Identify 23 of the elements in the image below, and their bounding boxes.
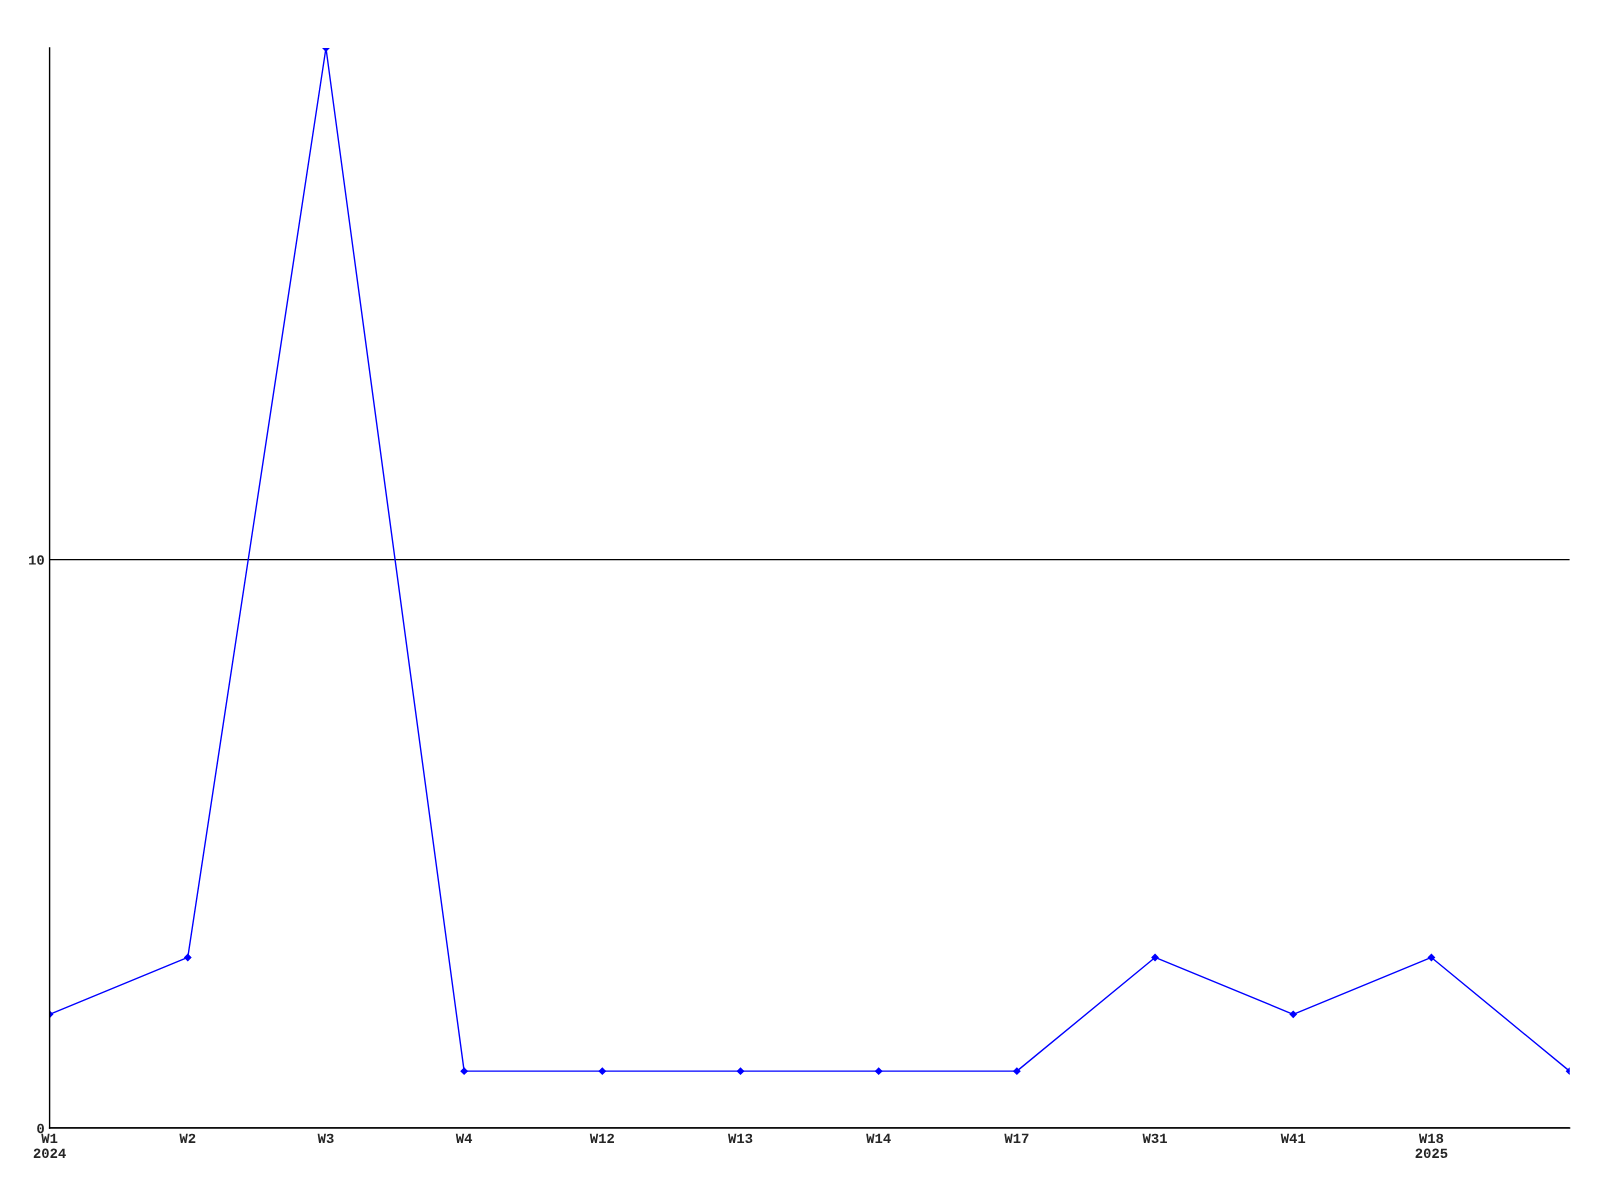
point <box>875 1067 883 1075</box>
x-tick-label: W12 <box>589 1133 615 1143</box>
x-tick-label: W18 2025 <box>1415 1133 1448 1159</box>
x-tick-label: W41 <box>1280 1133 1306 1143</box>
line-series <box>49 48 1570 1075</box>
y-tick-label: 10 <box>29 555 44 565</box>
x-tick-label: W3 <box>317 1133 334 1144</box>
x-tick-label: W14 <box>866 1133 891 1143</box>
point <box>1013 1067 1021 1075</box>
x-tick-label: W17 <box>1004 1133 1029 1143</box>
x-tick-label: W1 2024 <box>33 1133 66 1159</box>
point <box>1427 953 1436 962</box>
point <box>1151 953 1159 962</box>
x-tick-label: W31 <box>1142 1133 1167 1144</box>
point <box>184 953 192 962</box>
x-tick-label: W13 <box>728 1133 753 1144</box>
y-tick-label: 0 <box>37 1123 44 1134</box>
point <box>1289 1010 1297 1018</box>
point <box>598 1067 606 1075</box>
x-tick-label: W2 <box>179 1133 196 1143</box>
point <box>460 1067 468 1075</box>
x-tick-label: W4 <box>455 1133 473 1143</box>
point <box>736 1067 745 1075</box>
